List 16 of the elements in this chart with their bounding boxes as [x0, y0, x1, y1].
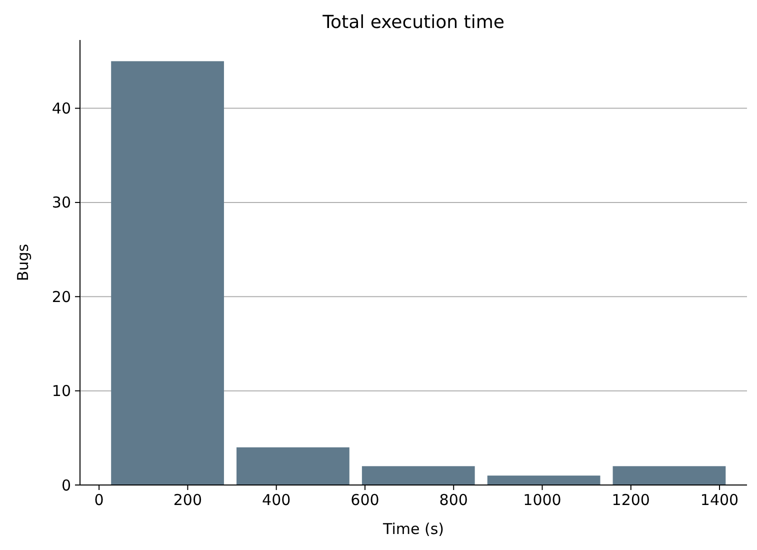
y-tick-label: 0 [61, 476, 71, 494]
x-tick-label: 1000 [523, 491, 562, 509]
y-tick-label: 40 [52, 100, 71, 118]
y-tick-label: 10 [52, 382, 71, 400]
y-tick-label: 20 [52, 288, 71, 306]
x-tick-label: 1200 [612, 491, 650, 509]
y-tick-label: 30 [52, 194, 71, 212]
x-tick-label: 800 [439, 491, 468, 509]
chart-title: Total execution time [322, 12, 504, 33]
x-axis-title: Time (s) [382, 520, 444, 538]
y-axis-title: Bugs [14, 244, 32, 282]
x-tick-label: 0 [94, 491, 104, 509]
x-tick-label: 1400 [700, 491, 739, 509]
x-tick-label: 600 [350, 491, 380, 509]
x-tick-label: 200 [173, 491, 202, 509]
x-tick-label: 400 [262, 491, 291, 509]
